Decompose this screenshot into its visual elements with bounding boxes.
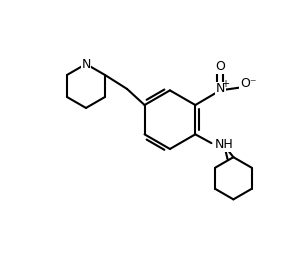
Text: N: N xyxy=(81,57,91,71)
Text: +: + xyxy=(222,79,229,89)
Text: NH: NH xyxy=(214,138,233,151)
Text: O⁻: O⁻ xyxy=(240,77,256,90)
Text: N: N xyxy=(216,82,225,96)
Text: O: O xyxy=(215,60,225,73)
